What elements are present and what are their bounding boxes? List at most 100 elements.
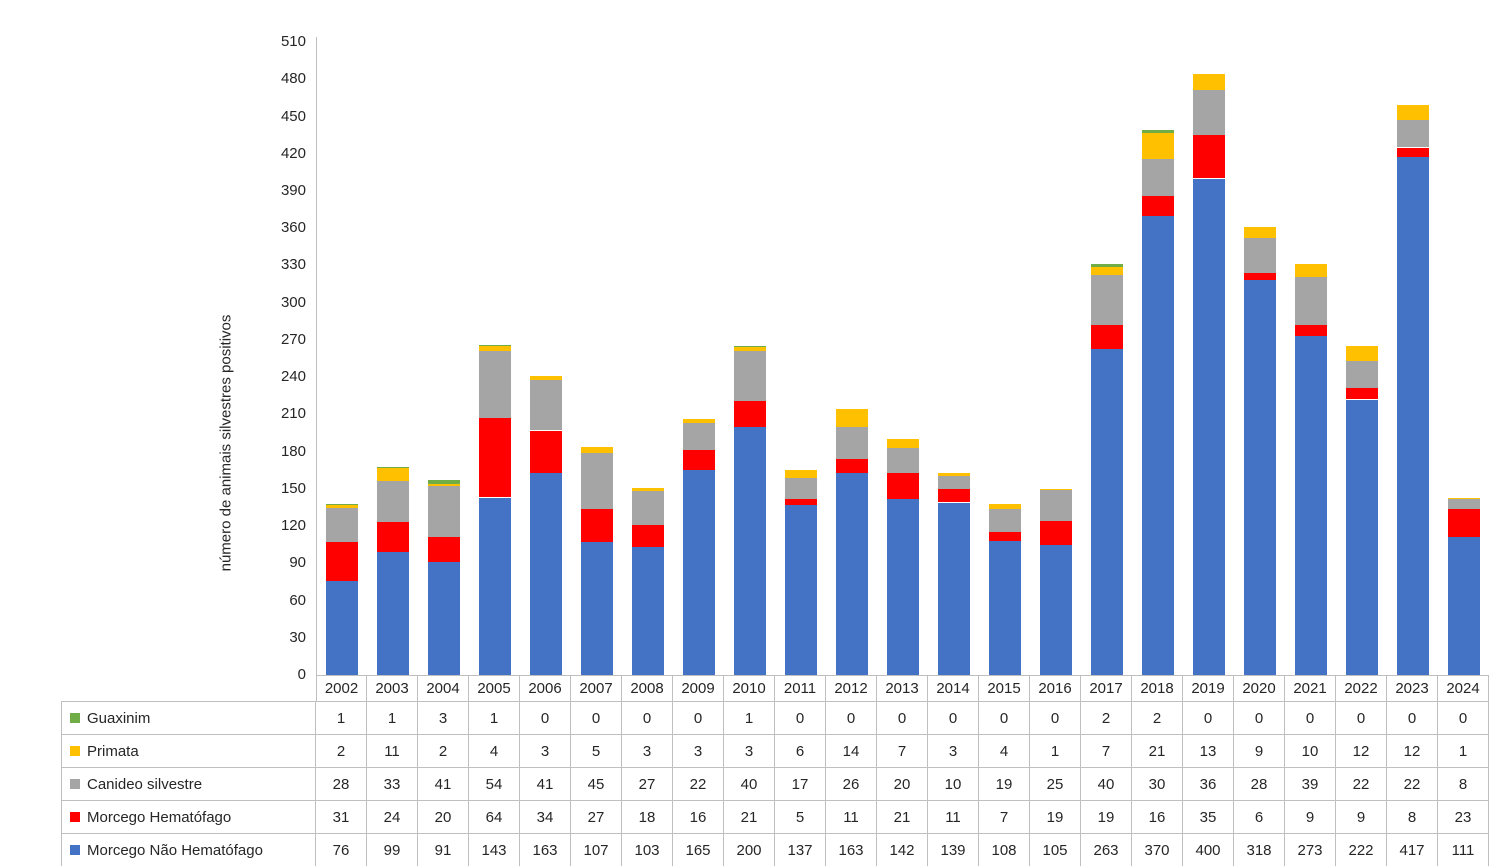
- value-cell: 0: [1438, 702, 1489, 735]
- value-cell: 0: [673, 702, 724, 735]
- x-axis-label: 2019: [1183, 676, 1234, 701]
- bar-segment-morcego-hematofago: [1090, 325, 1123, 349]
- value-cell: 20: [418, 801, 469, 834]
- bar-segment-canideo-silvestre: [1243, 238, 1276, 273]
- x-axis-label: 2006: [520, 676, 571, 701]
- y-axis-tick-label: 150: [280, 479, 306, 497]
- series-name: Guaxinim: [87, 709, 151, 727]
- bar-segment-canideo-silvestre: [835, 426, 868, 460]
- bar-segment-morcego-nao-hematofago: [1447, 537, 1480, 675]
- value-cell: 10: [1285, 735, 1336, 768]
- bar-segment-morcego-hematofago: [1447, 508, 1480, 538]
- bar-segment-morcego-nao-hematofago: [478, 497, 511, 675]
- bar-segment-morcego-nao-hematofago: [733, 426, 766, 675]
- bar-segment-morcego-hematofago: [784, 498, 817, 505]
- y-axis-tick-label: 60: [289, 591, 306, 609]
- x-axis-label: 2004: [418, 676, 469, 701]
- bar-segment-morcego-nao-hematofago: [1192, 178, 1225, 675]
- value-cell: 1: [316, 702, 367, 735]
- value-cell: 2: [1081, 702, 1132, 735]
- value-cell: 0: [775, 702, 826, 735]
- value-cell: 9: [1285, 801, 1336, 834]
- value-cell: 40: [724, 768, 775, 801]
- bar-segment-morcego-nao-hematofago: [1243, 280, 1276, 675]
- value-cell: 91: [418, 834, 469, 866]
- value-cell: 6: [1234, 801, 1285, 834]
- bar-segment-canideo-silvestre: [988, 508, 1021, 533]
- value-cell: 4: [979, 735, 1030, 768]
- bar-segment-morcego-hematofago: [1243, 272, 1276, 281]
- x-axis-label: 2013: [877, 676, 928, 701]
- bar-segment-morcego-nao-hematofago: [835, 472, 868, 675]
- value-cell: 163: [826, 834, 877, 866]
- bar-segment-morcego-nao-hematofago: [1345, 399, 1378, 675]
- value-cell: 3: [622, 735, 673, 768]
- bar-segment-morcego-nao-hematofago: [529, 472, 562, 675]
- bar-segment-morcego-nao-hematofago: [784, 505, 817, 675]
- bar-segment-primata: [937, 472, 970, 477]
- bar-segment-guaxinim: [1141, 130, 1174, 133]
- value-cell: 0: [1234, 702, 1285, 735]
- bar-segment-morcego-nao-hematofago: [1090, 348, 1123, 675]
- value-cell: 54: [469, 768, 520, 801]
- value-cell: 6: [775, 735, 826, 768]
- bar-segment-morcego-hematofago: [478, 418, 511, 498]
- y-axis-tick-label: 240: [280, 368, 306, 386]
- value-cell: 14: [826, 735, 877, 768]
- x-axis-label: 2010: [724, 676, 775, 701]
- value-cell: 16: [1132, 801, 1183, 834]
- value-cell: 30: [1132, 768, 1183, 801]
- value-cell: 137: [775, 834, 826, 866]
- y-axis-tick-label: 450: [280, 107, 306, 125]
- bar-segment-primata: [580, 446, 613, 453]
- bar-segment-morcego-hematofago: [886, 472, 919, 499]
- value-cell: 2: [316, 735, 367, 768]
- bar-segment-primata: [1396, 105, 1429, 121]
- value-cell: 1: [724, 702, 775, 735]
- value-cell: 22: [1387, 768, 1438, 801]
- x-axis-label: 2008: [622, 676, 673, 701]
- value-cell: 0: [1387, 702, 1438, 735]
- value-cell: 41: [418, 768, 469, 801]
- bar-segment-canideo-silvestre: [478, 351, 511, 419]
- y-axis-tick-label: 300: [280, 293, 306, 311]
- value-cell: 165: [673, 834, 724, 866]
- x-axis-label: 2012: [826, 676, 877, 701]
- bar-segment-morcego-hematofago: [937, 488, 970, 503]
- bar-segment-morcego-nao-hematofago: [1141, 215, 1174, 675]
- bar-segment-primata: [733, 347, 766, 351]
- bar-segment-primata: [682, 419, 715, 423]
- bar-segment-primata: [427, 483, 460, 487]
- value-cell: 36: [1183, 768, 1234, 801]
- value-cell: 2: [1132, 702, 1183, 735]
- y-axis-tick-label: 210: [280, 405, 306, 423]
- y-axis-tick-label: 510: [280, 33, 306, 50]
- bar-segment-morcego-nao-hematofago: [580, 542, 613, 675]
- x-axis-label: 2005: [469, 676, 520, 701]
- bar-segment-morcego-hematofago: [376, 522, 409, 553]
- bar-segment-morcego-nao-hematofago: [1294, 336, 1327, 675]
- value-cell: 0: [622, 702, 673, 735]
- bar-segment-primata: [1141, 132, 1174, 159]
- x-axis-label: 2014: [928, 676, 979, 701]
- table-top-border: [61, 701, 1489, 702]
- value-cell: 11: [826, 801, 877, 834]
- x-axis-label: 2023: [1387, 676, 1438, 701]
- bar-segment-morcego-nao-hematofago: [988, 541, 1021, 675]
- legend-key-morcego-nao-hematofago-icon: [70, 845, 80, 855]
- value-cell: 40: [1081, 768, 1132, 801]
- value-cell: 7: [877, 735, 928, 768]
- value-cell: 27: [571, 801, 622, 834]
- value-cell: 20: [877, 768, 928, 801]
- bar-segment-morcego-hematofago: [682, 450, 715, 471]
- value-cell: 21: [877, 801, 928, 834]
- bar-segment-primata: [886, 439, 919, 448]
- value-cell: 5: [571, 735, 622, 768]
- value-cell: 163: [520, 834, 571, 866]
- value-cell: 0: [928, 702, 979, 735]
- value-cell: 5: [775, 801, 826, 834]
- value-cell: 2: [418, 735, 469, 768]
- value-cell: 0: [979, 702, 1030, 735]
- value-cell: 64: [469, 801, 520, 834]
- value-cell: 1: [1438, 735, 1489, 768]
